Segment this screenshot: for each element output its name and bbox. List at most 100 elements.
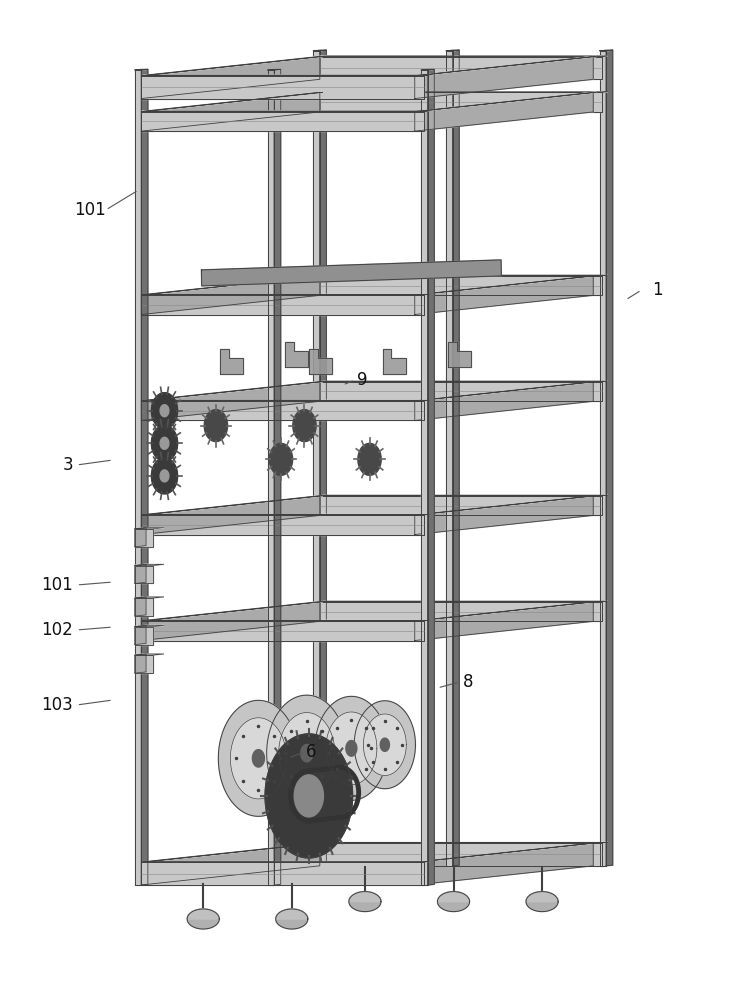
Polygon shape [141, 496, 323, 515]
Text: 6: 6 [306, 743, 316, 761]
Polygon shape [415, 843, 593, 885]
Polygon shape [141, 496, 320, 535]
Polygon shape [346, 741, 357, 756]
Text: 3: 3 [62, 456, 73, 474]
Polygon shape [187, 909, 219, 929]
Polygon shape [269, 443, 292, 475]
Polygon shape [320, 602, 602, 621]
Polygon shape [415, 382, 596, 401]
Polygon shape [415, 496, 593, 535]
Polygon shape [141, 843, 320, 885]
Polygon shape [135, 564, 146, 583]
Polygon shape [600, 51, 607, 866]
Text: 1: 1 [652, 281, 663, 299]
Polygon shape [428, 69, 434, 885]
Polygon shape [152, 458, 178, 494]
Polygon shape [526, 892, 558, 902]
Polygon shape [315, 696, 388, 800]
Polygon shape [141, 862, 424, 885]
Polygon shape [141, 57, 320, 99]
Text: 103: 103 [41, 696, 73, 714]
Polygon shape [453, 50, 459, 866]
Polygon shape [160, 470, 169, 482]
Polygon shape [320, 57, 602, 79]
Polygon shape [320, 276, 602, 295]
Polygon shape [309, 349, 332, 374]
Polygon shape [141, 382, 320, 420]
Polygon shape [135, 528, 164, 529]
Polygon shape [415, 382, 593, 420]
Polygon shape [313, 51, 320, 866]
Polygon shape [437, 892, 469, 902]
Polygon shape [349, 892, 381, 902]
Polygon shape [160, 405, 169, 417]
Polygon shape [135, 597, 146, 616]
Polygon shape [160, 437, 169, 449]
Polygon shape [141, 602, 320, 641]
Polygon shape [415, 92, 596, 112]
Polygon shape [421, 70, 428, 885]
Polygon shape [141, 92, 323, 112]
Polygon shape [141, 401, 424, 420]
Polygon shape [141, 112, 424, 131]
Text: 101: 101 [74, 201, 106, 219]
Polygon shape [285, 342, 308, 367]
Polygon shape [415, 276, 593, 315]
Polygon shape [141, 57, 323, 76]
Polygon shape [278, 713, 335, 794]
Polygon shape [135, 566, 152, 583]
Polygon shape [135, 564, 164, 566]
Polygon shape [320, 843, 602, 866]
Polygon shape [141, 276, 323, 295]
Polygon shape [135, 528, 146, 547]
Polygon shape [152, 393, 178, 429]
Polygon shape [204, 410, 227, 442]
Polygon shape [135, 529, 152, 547]
Polygon shape [415, 57, 593, 99]
Polygon shape [268, 70, 274, 885]
Polygon shape [219, 700, 298, 816]
Polygon shape [349, 892, 381, 912]
Polygon shape [326, 712, 377, 785]
Polygon shape [141, 382, 323, 401]
Text: 8: 8 [463, 673, 473, 691]
Polygon shape [252, 750, 265, 767]
Polygon shape [320, 382, 602, 401]
Polygon shape [141, 276, 320, 315]
Polygon shape [415, 602, 593, 641]
Polygon shape [607, 50, 612, 866]
Polygon shape [446, 51, 453, 866]
Polygon shape [187, 909, 219, 919]
Polygon shape [141, 602, 323, 621]
Polygon shape [135, 625, 164, 627]
Polygon shape [320, 92, 602, 112]
Polygon shape [135, 655, 152, 673]
Polygon shape [448, 342, 471, 367]
Polygon shape [415, 57, 596, 76]
Polygon shape [230, 718, 286, 799]
Polygon shape [141, 92, 320, 131]
Polygon shape [293, 410, 316, 442]
Polygon shape [267, 695, 347, 811]
Polygon shape [526, 892, 558, 912]
Polygon shape [152, 425, 178, 461]
Polygon shape [135, 597, 164, 598]
Polygon shape [301, 744, 313, 762]
Polygon shape [415, 602, 596, 621]
Polygon shape [354, 701, 416, 789]
Text: 101: 101 [41, 576, 73, 594]
Polygon shape [383, 349, 405, 374]
Polygon shape [274, 69, 281, 885]
Polygon shape [135, 70, 141, 885]
Polygon shape [381, 738, 389, 751]
Polygon shape [141, 76, 424, 99]
Text: 9: 9 [357, 371, 367, 389]
Polygon shape [135, 625, 146, 645]
Polygon shape [415, 276, 596, 295]
Polygon shape [320, 50, 327, 866]
Polygon shape [320, 496, 602, 515]
Polygon shape [295, 775, 324, 817]
Polygon shape [201, 260, 502, 286]
Polygon shape [364, 714, 406, 776]
Text: 102: 102 [41, 621, 73, 639]
